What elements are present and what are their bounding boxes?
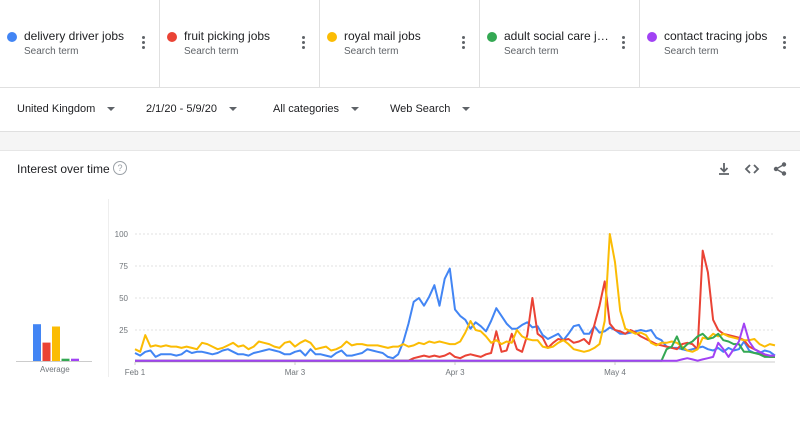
average-baseline xyxy=(16,361,92,362)
caret-down-icon xyxy=(462,107,471,112)
region-dropdown[interactable]: United Kingdom xyxy=(17,103,116,115)
average-bar-delivery-driver-jobs xyxy=(33,324,41,361)
more-vert-icon[interactable] xyxy=(622,36,626,50)
average-bar-fruit-picking-jobs xyxy=(42,342,51,361)
term-color-dot xyxy=(167,32,177,42)
average-bar-royal-mail-jobs xyxy=(52,326,60,361)
x-tick-label: Mar 3 xyxy=(285,368,306,377)
term-type: Search term xyxy=(664,46,719,57)
series-line-royal-mail-jobs xyxy=(134,233,776,353)
help-icon[interactable]: ? xyxy=(113,161,127,175)
more-vert-icon[interactable] xyxy=(142,36,146,50)
more-vert-icon[interactable] xyxy=(462,36,466,50)
term-card-2[interactable]: royal mail jobs Search term xyxy=(320,0,480,88)
share-icon[interactable] xyxy=(772,161,788,177)
x-tick-label: May 4 xyxy=(604,368,626,377)
term-card-1[interactable]: fruit picking jobs Search term xyxy=(160,0,320,88)
caret-down-icon xyxy=(228,107,237,112)
y-tick-label: 50 xyxy=(119,294,128,303)
x-tick-label: Apr 3 xyxy=(445,368,465,377)
chart-divider xyxy=(108,199,109,377)
y-tick-label: 75 xyxy=(119,262,128,271)
term-color-dot xyxy=(327,32,337,42)
more-vert-icon[interactable] xyxy=(302,36,306,50)
region-value: United Kingdom xyxy=(17,103,96,115)
interest-over-time-card: Interest over time ? Average 25 50 75 100 Fe… xyxy=(0,150,800,422)
filter-bar: United Kingdom 2/1/20 - 5/9/20 All categ… xyxy=(0,88,800,132)
category-value: All categories xyxy=(273,103,340,115)
average-bar-contact-tracing-jobs xyxy=(71,358,79,361)
term-type: Search term xyxy=(184,46,239,57)
term-label: royal mail jobs xyxy=(344,29,421,43)
caret-down-icon xyxy=(351,107,360,112)
search-terms-bar: delivery driver jobs Search term fruit p… xyxy=(0,0,800,88)
term-color-dot xyxy=(487,32,497,42)
term-label: adult social care jo… xyxy=(504,29,612,43)
x-tick-label: Feb 1 xyxy=(125,368,146,377)
y-tick-label: 100 xyxy=(115,230,129,239)
series-line-contact-tracing-jobs xyxy=(135,322,775,362)
download-icon[interactable] xyxy=(716,161,732,177)
term-label: fruit picking jobs xyxy=(184,29,271,43)
embed-icon[interactable] xyxy=(744,161,760,177)
date-range-value: 2/1/20 - 5/9/20 xyxy=(146,103,217,115)
more-vert-icon[interactable] xyxy=(783,36,787,50)
term-label: contact tracing jobs xyxy=(664,29,768,43)
card-title: Interest over time xyxy=(17,162,110,176)
caret-down-icon xyxy=(107,107,116,112)
search-type-value: Web Search xyxy=(390,103,451,115)
term-label: delivery driver jobs xyxy=(24,29,125,43)
y-tick-label: 25 xyxy=(119,326,128,335)
term-type: Search term xyxy=(344,46,399,57)
category-dropdown[interactable]: All categories xyxy=(273,103,360,115)
term-color-dot xyxy=(647,32,657,42)
date-range-dropdown[interactable]: 2/1/20 - 5/9/20 xyxy=(146,103,237,115)
term-type: Search term xyxy=(504,46,559,57)
average-label: Average xyxy=(40,365,70,374)
search-type-dropdown[interactable]: Web Search xyxy=(390,103,471,115)
term-card-4[interactable]: contact tracing jobs Search term xyxy=(640,0,800,88)
interest-line-chart: 25 50 75 100 Feb 1 Mar 3 Apr 3 May 4 xyxy=(33,230,776,377)
term-type: Search term xyxy=(24,46,79,57)
term-color-dot xyxy=(7,32,17,42)
term-card-0[interactable]: delivery driver jobs Search term xyxy=(0,0,160,88)
average-bar-adult-social-care-jobs xyxy=(61,358,70,361)
term-card-3[interactable]: adult social care jo… Search term xyxy=(480,0,640,88)
